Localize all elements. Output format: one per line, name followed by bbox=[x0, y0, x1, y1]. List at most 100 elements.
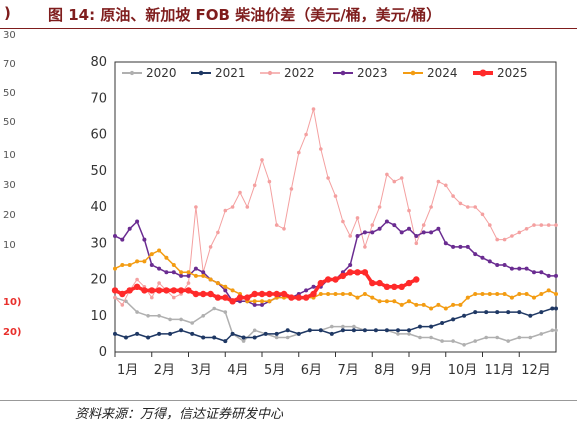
data-point bbox=[436, 179, 441, 184]
data-point bbox=[149, 252, 154, 257]
x-tick-label: 7月 bbox=[338, 363, 359, 378]
data-point bbox=[466, 205, 470, 209]
data-point bbox=[451, 194, 455, 198]
legend-marker bbox=[129, 70, 135, 76]
data-point bbox=[355, 234, 360, 238]
data-point bbox=[473, 252, 478, 257]
data-point bbox=[348, 292, 353, 296]
data-point bbox=[396, 328, 400, 333]
data-point bbox=[421, 223, 426, 227]
data-point bbox=[155, 287, 163, 294]
data-point bbox=[179, 328, 184, 333]
data-point bbox=[171, 263, 176, 267]
data-point bbox=[201, 270, 206, 275]
data-point bbox=[186, 270, 191, 275]
data-point bbox=[473, 292, 478, 296]
data-point bbox=[326, 176, 330, 180]
legend-label: 2025 bbox=[497, 66, 528, 80]
data-point bbox=[177, 287, 185, 294]
data-point bbox=[399, 230, 404, 235]
data-point bbox=[260, 302, 264, 307]
data-point bbox=[517, 310, 522, 315]
data-point bbox=[120, 303, 125, 307]
data-point bbox=[480, 292, 485, 296]
data-point bbox=[238, 190, 242, 195]
data-point bbox=[212, 335, 217, 340]
data-point bbox=[451, 317, 456, 322]
series-line-2021 bbox=[114, 307, 556, 342]
data-point bbox=[171, 270, 176, 275]
data-point bbox=[444, 183, 448, 188]
data-point bbox=[443, 241, 448, 246]
data-point bbox=[297, 150, 301, 155]
data-point bbox=[185, 287, 192, 294]
data-point bbox=[332, 276, 339, 283]
legend-marker bbox=[479, 69, 487, 77]
data-point bbox=[146, 335, 151, 340]
legend-label: 2023 bbox=[357, 66, 388, 80]
data-point bbox=[399, 176, 404, 180]
data-point bbox=[318, 328, 323, 333]
data-point bbox=[524, 266, 529, 271]
data-point bbox=[135, 259, 140, 264]
data-point bbox=[341, 219, 345, 224]
data-point bbox=[458, 201, 463, 206]
data-point bbox=[362, 230, 367, 235]
data-point bbox=[296, 331, 301, 336]
data-point bbox=[370, 230, 375, 235]
data-point bbox=[244, 294, 251, 301]
data-point bbox=[201, 335, 206, 340]
data-point bbox=[186, 281, 191, 285]
data-point bbox=[236, 294, 244, 301]
data-point bbox=[383, 283, 391, 290]
data-point bbox=[517, 230, 522, 235]
data-point bbox=[384, 299, 389, 304]
data-point bbox=[554, 223, 558, 227]
data-point bbox=[193, 266, 198, 271]
data-point bbox=[252, 335, 257, 340]
data-point bbox=[193, 273, 198, 278]
data-point bbox=[502, 237, 507, 242]
data-point bbox=[194, 205, 198, 209]
data-point bbox=[407, 328, 411, 333]
data-point bbox=[473, 205, 478, 209]
data-point bbox=[458, 302, 463, 307]
data-point bbox=[462, 313, 467, 318]
edge-label: 10 bbox=[3, 240, 16, 251]
data-point bbox=[414, 234, 419, 238]
data-point bbox=[216, 230, 220, 235]
data-point bbox=[517, 335, 522, 340]
y-tick-label: 70 bbox=[90, 91, 107, 106]
x-tick-label: 12月 bbox=[521, 363, 551, 378]
data-point bbox=[341, 324, 345, 329]
data-point bbox=[458, 244, 463, 249]
data-point bbox=[528, 335, 533, 340]
data-point bbox=[502, 292, 507, 296]
data-point bbox=[157, 281, 161, 285]
data-point bbox=[407, 299, 411, 304]
series-line-2020 bbox=[114, 296, 556, 346]
y-tick-label: 50 bbox=[90, 164, 107, 179]
data-point bbox=[392, 179, 397, 184]
data-point bbox=[252, 302, 257, 307]
data-point bbox=[465, 244, 470, 249]
data-point bbox=[421, 302, 426, 307]
data-point bbox=[339, 272, 347, 280]
data-point bbox=[539, 292, 544, 296]
data-point bbox=[241, 339, 246, 343]
data-point bbox=[311, 284, 316, 289]
data-point bbox=[429, 324, 434, 329]
data-point bbox=[399, 302, 404, 307]
data-point bbox=[245, 205, 250, 209]
data-point bbox=[119, 290, 126, 298]
data-point bbox=[398, 283, 405, 290]
data-point bbox=[285, 335, 290, 340]
data-point bbox=[524, 227, 529, 231]
data-point bbox=[208, 277, 213, 282]
data-point bbox=[495, 237, 500, 242]
legend-label: 2020 bbox=[146, 66, 177, 80]
data-point bbox=[550, 328, 555, 333]
data-point bbox=[329, 331, 334, 336]
data-point bbox=[384, 219, 389, 224]
